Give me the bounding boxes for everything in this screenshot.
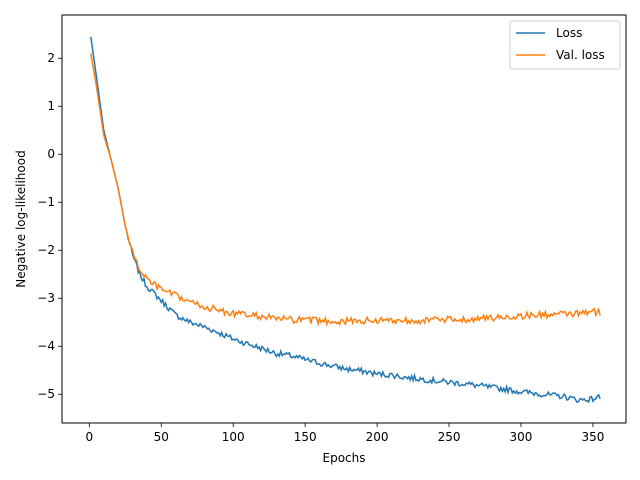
y-tick-label: −2 bbox=[37, 243, 55, 257]
x-tick-label: 150 bbox=[294, 430, 317, 444]
y-axis-ticks: −5 −4 −3 −2 −1 0 1 2 bbox=[37, 51, 62, 401]
series-line-val-loss bbox=[90, 53, 601, 327]
y-tick-label: −4 bbox=[37, 339, 55, 353]
plot-area bbox=[90, 36, 601, 404]
y-tick-label: −3 bbox=[37, 291, 55, 305]
series-line-loss bbox=[90, 36, 601, 404]
x-tick-label: 50 bbox=[154, 430, 169, 444]
y-tick-label: 0 bbox=[47, 147, 55, 161]
x-tick-label: 300 bbox=[510, 430, 533, 444]
axes-frame bbox=[61, 14, 627, 424]
x-tick-label: 350 bbox=[581, 430, 604, 444]
legend-label-loss: Loss bbox=[556, 26, 582, 40]
x-axis-label: Epochs bbox=[323, 451, 366, 465]
y-tick-label: −1 bbox=[37, 195, 55, 209]
legend-label-val-loss: Val. loss bbox=[556, 48, 605, 62]
y-tick-label: 2 bbox=[47, 51, 55, 65]
y-tick-label: 1 bbox=[47, 99, 55, 113]
x-tick-label: 100 bbox=[222, 430, 245, 444]
legend: Loss Val. loss bbox=[509, 20, 621, 70]
x-tick-label: 250 bbox=[438, 430, 461, 444]
y-axis-label: Negative log-likelihood bbox=[14, 150, 28, 287]
x-axis-ticks: 0 50 100 150 200 250 300 350 bbox=[86, 423, 604, 444]
x-tick-label: 200 bbox=[366, 430, 389, 444]
y-tick-label: −5 bbox=[37, 387, 55, 401]
x-tick-label: 0 bbox=[86, 430, 94, 444]
